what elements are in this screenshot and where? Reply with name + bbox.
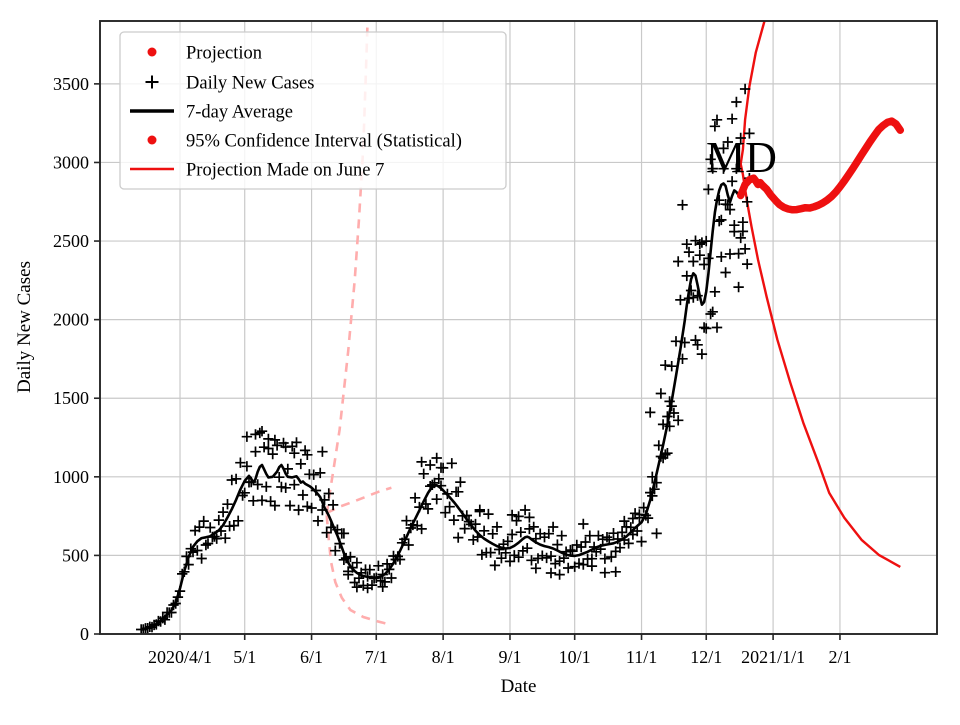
grid <box>100 21 937 634</box>
y-tick-label: 0 <box>80 624 89 644</box>
x-tick-label: 2/1 <box>828 647 851 667</box>
y-tick-label: 500 <box>62 545 89 565</box>
x-tick-label: 2021/1/1 <box>741 647 805 667</box>
x-axis-title: Date <box>501 676 537 697</box>
x-tick-label: 8/1 <box>432 647 455 667</box>
y-tick-label: 1500 <box>53 388 89 408</box>
legend-item-label: 95% Confidence Interval (Statistical) <box>186 132 462 152</box>
y-tick-label: 3000 <box>53 152 89 172</box>
projection-line <box>736 117 905 214</box>
x-tick-label: 10/1 <box>559 647 591 667</box>
legend-item-label: Daily New Cases <box>186 74 314 94</box>
legend-dot-marker <box>147 135 157 145</box>
legend-dot-marker <box>147 47 157 57</box>
x-axis: 2020/4/1 5/1 6/1 7/1 8/1 9/1 10/1 11/1 12/1 2021/… <box>148 634 851 697</box>
y-axis-title: Daily New Cases <box>14 261 35 393</box>
legend-plus-marker <box>145 75 159 89</box>
y-tick-label: 3500 <box>53 74 89 94</box>
legend-item-label: 7-day Average <box>186 103 293 123</box>
x-tick-label: 7/1 <box>365 647 388 667</box>
ci-mid-curve <box>326 486 392 515</box>
x-tick-label: 9/1 <box>498 647 521 667</box>
y-tick-label: 1000 <box>53 467 89 487</box>
daily-cases-scatter <box>136 83 755 634</box>
state-annotation: MD <box>706 133 777 182</box>
y-axis: 0 500 1000 1500 2000 2500 3000 3500 Daily New Ca… <box>14 74 100 644</box>
legend-box <box>119 31 507 190</box>
ci-lower-curve <box>325 515 392 627</box>
x-tick-label: 6/1 <box>300 647 323 667</box>
legend-item-label: Projection Made on June 7 <box>186 161 384 181</box>
legend: Projection Daily New Cases 7-day Average 95… <box>119 31 507 190</box>
y-tick-label: 2000 <box>53 310 89 330</box>
x-tick-label: 12/1 <box>690 647 722 667</box>
avg7-line <box>140 182 742 631</box>
legend-item-label: Projection <box>186 44 262 64</box>
plot-border <box>99 20 938 635</box>
y-tick-label: 2500 <box>53 231 89 251</box>
june7-projection-line <box>739 21 901 568</box>
x-tick-label: 2020/4/1 <box>148 647 212 667</box>
x-tick-label: 5/1 <box>233 647 256 667</box>
x-tick-label: 11/1 <box>626 647 657 667</box>
